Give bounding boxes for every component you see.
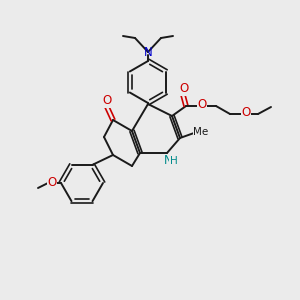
Text: O: O bbox=[179, 82, 189, 95]
Text: O: O bbox=[47, 176, 57, 188]
Text: O: O bbox=[197, 98, 207, 112]
Text: Me: Me bbox=[194, 127, 208, 137]
Text: N: N bbox=[144, 46, 152, 59]
Text: H: H bbox=[170, 156, 178, 166]
Text: O: O bbox=[242, 106, 250, 119]
Text: N: N bbox=[164, 154, 172, 167]
Text: O: O bbox=[102, 94, 112, 107]
